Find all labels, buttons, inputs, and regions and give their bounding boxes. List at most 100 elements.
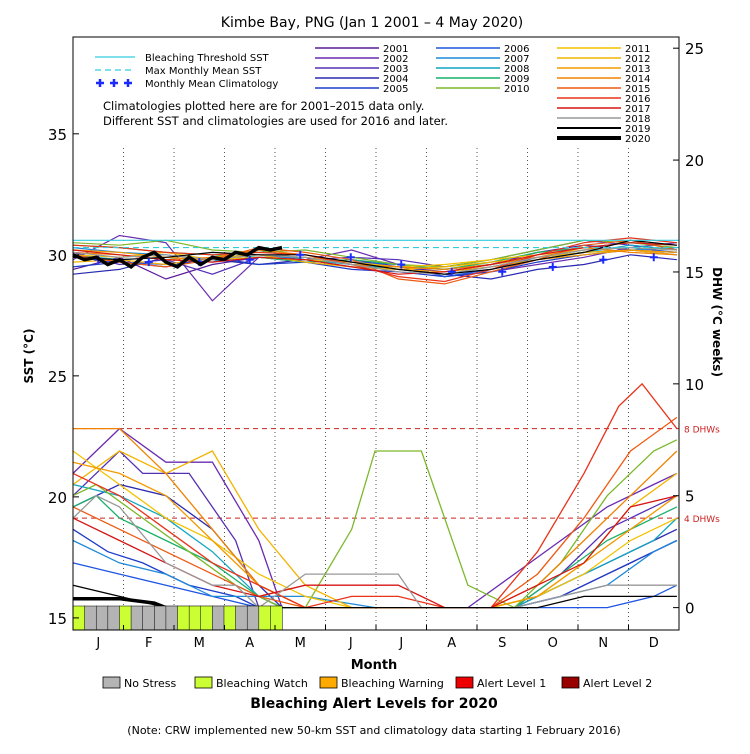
month-label: F [145,636,152,651]
month-label: A [245,636,254,651]
note-line-2: Different SST and climatologies are used… [103,114,448,128]
year-legend-label-2008: 2008 [504,64,529,75]
year-legend-label-2005: 2005 [383,84,408,95]
climatology-marker [346,253,355,262]
alert-strip-cell [154,605,167,631]
dhw-threshold-label: 4 DHWs [684,515,720,525]
climatology-marker [649,253,658,262]
alert-legend-swatch [561,676,580,689]
sst-line-2019 [72,239,677,275]
climatology-marker [245,255,254,264]
alert-strip-cell [130,605,144,631]
month-label: O [548,636,558,651]
month-label: S [498,636,506,651]
alert-legend-swatch [455,676,474,689]
year-legend-label-2011: 2011 [625,44,650,55]
month-label: M [194,636,205,651]
chart-title: Kimbe Bay, PNG (Jan 1 2001 – 4 May 2020) [221,15,523,31]
alert-strip-cell [212,605,225,631]
alert-levels-title: Bleaching Alert Levels for 2020 [250,696,498,712]
left-tick-label: 35 [48,126,67,144]
climatology-marker [498,267,507,276]
alert-strip-cell [165,605,179,631]
right-tick-label: 20 [685,152,704,170]
year-legend-label-2004: 2004 [383,74,408,85]
year-legend-label-2003: 2003 [383,64,408,75]
alert-strip-cell [223,605,237,631]
legend-ref-label: Bleaching Threshold SST [145,53,270,64]
month-label: J [348,636,353,651]
year-legend-label-2010: 2010 [504,84,529,95]
climatology-marker [599,255,608,264]
year-legend-label-2015: 2015 [625,84,650,95]
year-legend-label-2018: 2018 [625,114,650,125]
dhw-line-2016 [72,382,678,609]
year-legend-label-2020: 2020 [625,134,650,145]
month-label: J [398,636,403,651]
year-legend-label-2014: 2014 [625,74,650,85]
legend-ref-label: Max Monthly Mean SST [145,66,262,77]
dhw-line-2018 [72,494,677,609]
alert-legend-label: No Stress [124,677,177,690]
left-tick-label: 15 [48,610,67,628]
alert-strip-cell [142,605,155,631]
climatology-marker [296,250,305,259]
dhw-line-2010 [72,439,678,609]
climatology-marker [447,267,456,276]
year-legend-label-2019: 2019 [625,124,650,135]
alert-strip-cell [258,605,271,631]
alert-legend-swatch [319,676,338,689]
right-tick-label: 0 [685,600,695,618]
note-line-1: Climatologies plotted here are for 2001–… [103,99,424,113]
sst-line-2010 [72,239,677,268]
alert-strip-cell [177,605,190,631]
alert-strip-cell [270,605,283,631]
climatology-marker [144,258,153,267]
y-axis-label-right: DHW (°C weeks) [710,267,724,377]
right-tick-label: 25 [685,40,704,58]
alert-strip-cell [84,605,97,631]
left-tick-label: 30 [48,247,67,265]
month-label: N [598,636,608,651]
right-tick-label: 5 [685,488,695,506]
sst-line-2017 [72,242,677,275]
year-legend-label-2006: 2006 [504,44,529,55]
year-legend-label-2012: 2012 [625,54,650,65]
left-tick-label: 20 [48,489,67,507]
year-legend-label-2007: 2007 [504,54,529,65]
left-tick-label: 25 [48,368,67,386]
alert-strip-cell [95,605,109,631]
climatology-marker [548,262,557,271]
sst-line-2018 [72,246,677,275]
year-legend-label-2016: 2016 [625,94,650,105]
alert-strip-cell [119,605,132,631]
year-legend-label-2009: 2009 [504,74,529,85]
alert-strip-cell [107,605,121,631]
month-label: A [447,636,456,651]
footnote: (Note: CRW implemented new 50-km SST and… [127,724,620,737]
month-label: J [95,636,100,651]
year-legend-label-2001: 2001 [383,44,408,55]
alert-strip-cell [200,605,213,631]
legend-ref-label: Monthly Mean Climatology [145,79,278,90]
alert-strip-cell [235,605,248,631]
month-label: D [649,636,659,651]
alert-legend-label: Alert Level 1 [477,677,546,690]
right-tick-label: 15 [685,264,704,282]
alert-strip-cell [246,605,260,631]
climatology-marker [397,260,406,269]
alert-legend-label: Bleaching Warning [341,677,444,690]
year-legend-label-2002: 2002 [383,54,408,65]
month-label: M [295,636,306,651]
alert-legend-label: Bleaching Watch [216,677,308,690]
alert-legend-swatch [102,676,121,689]
year-legend-label-2017: 2017 [625,104,650,115]
alert-legend-swatch [194,676,213,689]
x-axis-label: Month [351,658,398,673]
y-axis-label-left: SST (°C) [22,329,36,384]
alert-legend-label: Alert Level 2 [583,677,652,690]
alert-strip-cell [188,605,202,631]
plot-area [73,37,679,630]
